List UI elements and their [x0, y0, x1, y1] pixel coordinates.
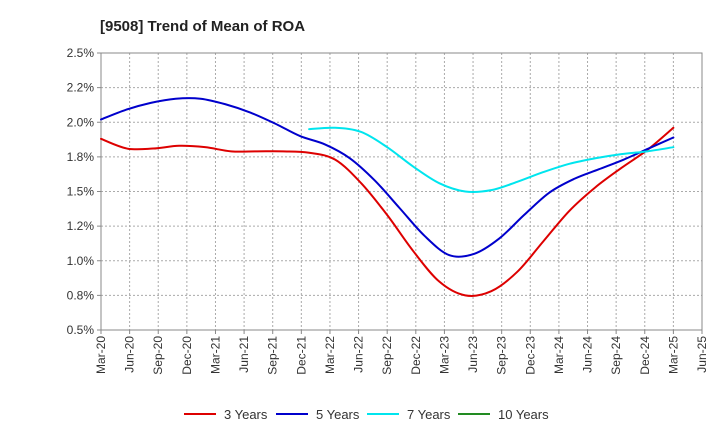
x-tick-label: Sep-22: [380, 336, 394, 375]
x-tick-label: Mar-20: [94, 336, 108, 374]
legend-label-3-years: 3 Years: [224, 407, 268, 422]
y-tick-label: 1.0%: [67, 254, 95, 268]
series-layer: [100, 97, 675, 297]
x-tick-label: Jun-24: [581, 336, 595, 373]
x-tick-label: Jun-22: [352, 336, 366, 373]
x-tick-label: Sep-24: [609, 336, 623, 375]
x-tick-label: Sep-20: [151, 336, 165, 375]
x-tick-label: Jun-21: [237, 336, 251, 373]
y-tick-label: 1.5%: [67, 185, 95, 199]
x-tick-label: Dec-24: [638, 336, 652, 375]
x-tick-label: Mar-24: [552, 336, 566, 374]
series-line-7-years: [308, 126, 675, 193]
x-tick-label: Mar-21: [208, 336, 222, 374]
y-tick-label: 0.5%: [67, 323, 95, 337]
y-axis: 2.5% 2.2% 2.0% 1.8% 1.5% 1.2% 1.0% 0.8% 0.5%: [67, 46, 101, 337]
x-tick-label: Jun-25: [695, 336, 709, 373]
series-line-5-years: [100, 97, 675, 258]
x-tick-label: Jun-20: [123, 336, 137, 373]
x-tick-label: Mar-25: [666, 336, 680, 374]
x-tick-label: Dec-20: [180, 336, 194, 375]
series-line-3-years: [100, 126, 675, 297]
x-tick-label: Jun-23: [466, 336, 480, 373]
x-tick-label: Mar-23: [437, 336, 451, 374]
x-tick-label: Sep-21: [266, 336, 280, 375]
x-axis: Mar-20 Jun-20 Sep-20 Dec-20 Mar-21 Jun-21 Sep-…: [94, 330, 709, 375]
y-tick-label: 1.8%: [67, 150, 95, 164]
x-tick-label: Dec-22: [409, 336, 423, 375]
legend-label-5-years: 5 Years: [316, 407, 360, 422]
y-tick-label: 2.5%: [67, 46, 95, 60]
chart-title: [9508] Trend of Mean of ROA: [100, 18, 305, 35]
x-tick-label: Dec-21: [294, 336, 308, 375]
legend-label-7-years: 7 Years: [407, 407, 451, 422]
x-tick-label: Sep-23: [495, 336, 509, 375]
y-tick-label: 2.2%: [67, 81, 95, 95]
y-tick-label: 0.8%: [67, 288, 95, 302]
legend: 3 Years 5 Years 7 Years 10 Years: [184, 407, 549, 422]
x-tick-label: Mar-22: [323, 336, 337, 374]
y-tick-label: 2.0%: [67, 115, 95, 129]
x-tick-label: Dec-23: [523, 336, 537, 375]
y-tick-label: 1.2%: [67, 219, 95, 233]
legend-label-10-years: 10 Years: [498, 407, 549, 422]
